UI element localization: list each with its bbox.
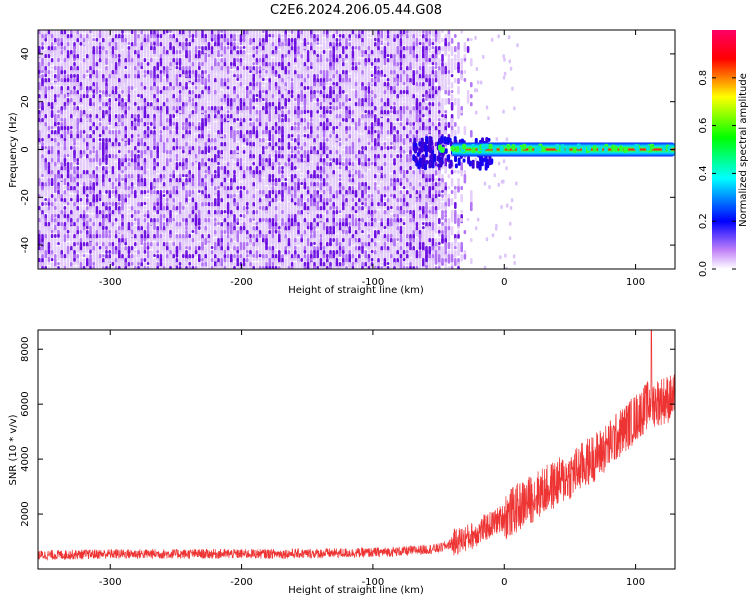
spectrogram-x-tick-label: -300 xyxy=(99,277,122,288)
figure-title: C2E6.2024.206.05.44.G08 xyxy=(270,3,442,18)
snr-x-axis-label: Height of straight line (km) xyxy=(288,585,424,596)
spectrogram-y-tick-label: -20 xyxy=(20,189,31,205)
spectrogram-x-tick-label: -200 xyxy=(230,277,253,288)
colorbar-label: Normalized spectral amplitude xyxy=(738,73,749,227)
colorbar-tick-label: 0.6 xyxy=(698,118,709,134)
snr-x-tick-label: -200 xyxy=(230,577,253,588)
spectrogram-x-axis-label: Height of straight line (km) xyxy=(288,285,424,296)
snr-y-tick-label: 4000 xyxy=(20,446,31,471)
snr-y-tick-label: 2000 xyxy=(20,501,31,526)
spectrogram-x-tick-label: 100 xyxy=(626,277,645,288)
spectrogram-x-tick-label: 0 xyxy=(501,277,507,288)
spectrogram-y-tick-label: 20 xyxy=(20,95,31,108)
spectrogram-y-tick-label: 0 xyxy=(20,146,31,152)
colorbar-tick-label: 0.2 xyxy=(698,213,709,229)
colorbar-tick-label: 0.4 xyxy=(698,165,709,181)
snr-y-tick-label: 6000 xyxy=(20,391,31,416)
spectrogram-y-tick-label: -40 xyxy=(20,237,31,253)
spectrogram-y-axis-label: Frequency (Hz) xyxy=(8,112,19,188)
spectrogram-y-tick-label: 40 xyxy=(20,48,31,61)
snr-y-tick-label: 8000 xyxy=(20,337,31,362)
snr-plot-area xyxy=(38,330,675,569)
snr-x-tick-label: 0 xyxy=(501,577,507,588)
colorbar-tick-label: 0.0 xyxy=(698,261,709,277)
snr-y-axis-label: SNR (10 * v/v) xyxy=(8,414,19,485)
snr-x-tick-label: -300 xyxy=(99,577,122,588)
colorbar-tick-label: 0.8 xyxy=(698,70,709,86)
colorbar xyxy=(712,30,736,269)
snr-x-tick-label: 100 xyxy=(626,577,645,588)
